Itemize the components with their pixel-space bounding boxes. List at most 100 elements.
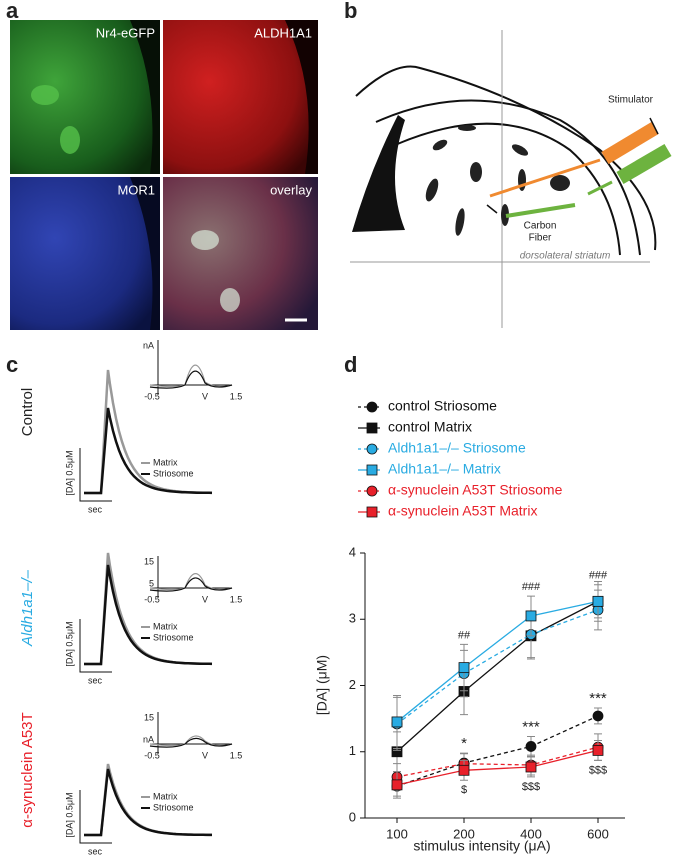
y-tick-label: 2	[349, 677, 356, 692]
series	[391, 707, 604, 797]
legend-label: Matrix	[153, 457, 178, 467]
y-tick-label: 0	[349, 809, 356, 824]
inset-x-label: 1.5	[230, 594, 243, 604]
background	[285, 20, 318, 174]
series	[391, 580, 604, 773]
inset-y-label: 15	[144, 556, 154, 566]
inset-x-label: -0.5	[144, 750, 160, 760]
inset-cv	[149, 370, 233, 389]
stimulator	[616, 143, 672, 185]
legend-label: control Matrix	[388, 419, 472, 435]
fiber-bundles	[425, 125, 570, 236]
scale-label: [DA] 0.5μM	[64, 792, 74, 837]
inset-x-label: 1.5	[230, 750, 243, 760]
significance: *	[461, 735, 467, 752]
significance: ###	[522, 581, 541, 593]
carbon-fiber	[505, 203, 576, 218]
background	[130, 177, 160, 330]
motion-arrow	[649, 117, 659, 135]
row-label: α-synuclein A53T	[19, 712, 36, 827]
marker	[366, 443, 378, 455]
marker	[366, 485, 378, 497]
legend-label: Aldh1a1–/– Striosome	[388, 440, 526, 456]
legend-label: Striosome	[153, 632, 194, 642]
x-tick-label: 600	[587, 826, 609, 841]
inset-cv	[149, 364, 233, 388]
inset-cv	[149, 737, 233, 748]
marker	[592, 710, 604, 722]
inset-cv	[149, 573, 233, 591]
micrograph	[163, 20, 318, 174]
trace-striosome	[84, 768, 212, 837]
series-line	[396, 600, 599, 753]
ventricle	[352, 115, 405, 232]
striosome	[220, 288, 240, 312]
panel-letter: d	[344, 352, 357, 377]
significance: ###	[589, 570, 608, 582]
legend-label: Striosome	[153, 802, 194, 812]
series-line	[396, 609, 599, 725]
background	[130, 20, 160, 174]
outline	[375, 99, 641, 256]
panel-letter: b	[344, 0, 357, 23]
image-label: ALDH1A1	[254, 25, 312, 40]
marker	[366, 464, 378, 476]
legend-label: Aldh1a1–/– Matrix	[388, 461, 501, 477]
scale-label: sec	[88, 504, 103, 514]
panel-letter: c	[6, 352, 18, 377]
legend-label: α-synuclein A53T Matrix	[388, 503, 537, 519]
legend-label: Matrix	[153, 791, 178, 801]
stimulator	[587, 180, 613, 196]
scale-label: sec	[88, 846, 103, 856]
inset-y-label: nA	[143, 734, 154, 744]
panel-d: [DA] (μM) stimulus intensity (μA) 0 1 2 3 4 1…	[314, 398, 625, 854]
series	[391, 584, 604, 749]
marker	[366, 506, 378, 518]
motion-arrow	[486, 204, 498, 214]
y-tick-label: 4	[349, 544, 356, 559]
legend-label: control Striosome	[388, 398, 497, 414]
series-line	[396, 715, 599, 787]
inset-cv	[149, 735, 233, 747]
marker	[592, 595, 604, 607]
significance: ##	[458, 629, 471, 641]
inset-x-label: V	[202, 594, 208, 604]
significance: $$$	[589, 764, 607, 776]
marker	[525, 610, 537, 622]
marker	[391, 716, 403, 728]
scale-bar	[79, 448, 112, 502]
marker	[366, 422, 378, 434]
legend-label: α-synuclein A53T Striosome	[388, 482, 563, 498]
y-tick-label: 3	[349, 611, 356, 626]
legend-label: Striosome	[153, 468, 194, 478]
row-label: Control	[19, 388, 36, 436]
series-line	[396, 600, 599, 723]
marker	[391, 779, 403, 791]
stimulator	[489, 158, 601, 198]
trace-striosome	[84, 564, 213, 666]
outline	[394, 122, 621, 256]
series	[391, 739, 604, 799]
y-tick-label: 1	[349, 743, 356, 758]
image-label: overlay	[270, 182, 312, 197]
scale-label: [DA] 0.5μM	[64, 450, 74, 495]
inset-x-label: 1.5	[230, 391, 243, 401]
micrograph	[163, 177, 318, 330]
marker	[458, 764, 470, 776]
y-axis-label: [DA] (μM)	[314, 655, 330, 715]
inset-x-label: -0.5	[144, 594, 160, 604]
scale-bar	[79, 790, 112, 844]
micrograph	[10, 177, 160, 330]
label: Carbon	[524, 221, 557, 232]
striosome	[60, 126, 80, 154]
marker	[458, 662, 470, 674]
label: Fiber	[529, 233, 552, 244]
panel-b: Stimulator Carbon Fiber dorsolateral str…	[350, 30, 672, 328]
x-tick-label: 400	[520, 826, 542, 841]
significance: ***	[589, 690, 607, 707]
x-axis-label: stimulus intensity (μA)	[413, 838, 550, 854]
inset-y-label: nA	[143, 340, 154, 350]
inset-y-label: 15	[144, 712, 154, 722]
